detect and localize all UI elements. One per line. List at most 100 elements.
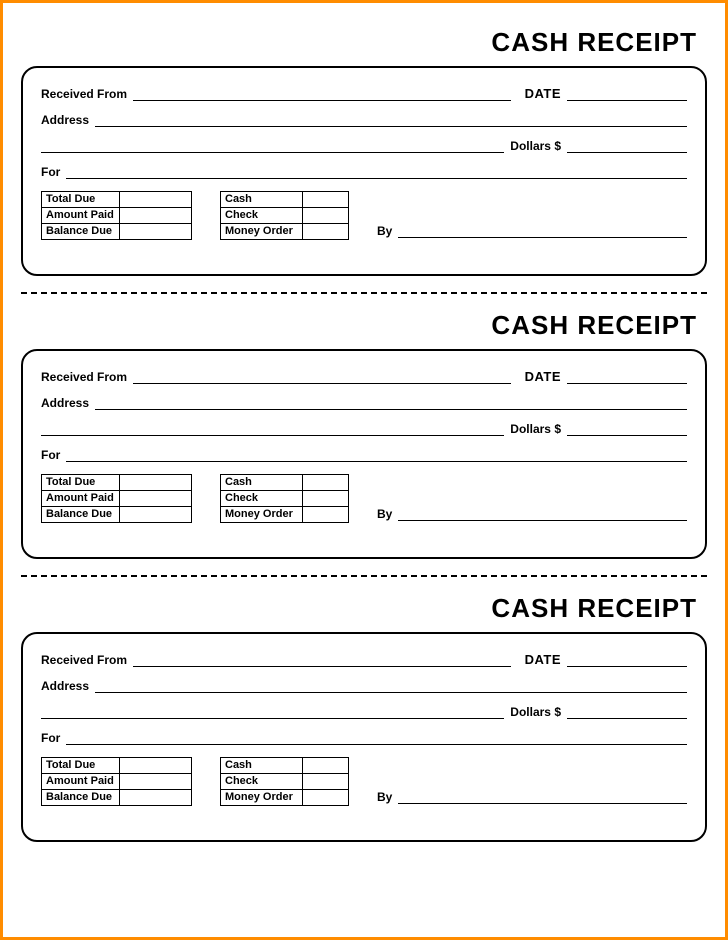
money-order-label: Money Order bbox=[221, 224, 303, 240]
balance-due-label: Balance Due bbox=[42, 224, 120, 240]
cash-label: Cash bbox=[221, 192, 303, 208]
cash-label: Cash bbox=[221, 758, 303, 774]
separator-1 bbox=[21, 292, 707, 294]
row-address: Address bbox=[41, 679, 687, 693]
by-line[interactable] bbox=[398, 224, 687, 238]
receipt-2: CASH RECEIPT Received From DATE Address … bbox=[21, 304, 707, 559]
date-line[interactable] bbox=[567, 370, 687, 384]
total-due-label: Total Due bbox=[42, 475, 120, 491]
receipt-title: CASH RECEIPT bbox=[21, 593, 697, 624]
balance-due-label: Balance Due bbox=[42, 790, 120, 806]
money-order-cell[interactable] bbox=[303, 507, 349, 523]
row-received-date: Received From DATE bbox=[41, 652, 687, 667]
balance-due-cell[interactable] bbox=[120, 224, 192, 240]
payment-table: Cash Check Money Order bbox=[220, 757, 349, 806]
amount-paid-cell[interactable] bbox=[120, 208, 192, 224]
cash-cell[interactable] bbox=[303, 758, 349, 774]
check-cell[interactable] bbox=[303, 208, 349, 224]
money-order-cell[interactable] bbox=[303, 790, 349, 806]
row-for: For bbox=[41, 448, 687, 462]
row-received-date: Received From DATE bbox=[41, 86, 687, 101]
row-dollars: Dollars $ bbox=[41, 139, 687, 153]
for-line[interactable] bbox=[66, 731, 687, 745]
by-label: By bbox=[377, 507, 392, 521]
for-line[interactable] bbox=[66, 165, 687, 179]
row-dollars: Dollars $ bbox=[41, 705, 687, 719]
check-label: Check bbox=[221, 491, 303, 507]
by-label: By bbox=[377, 224, 392, 238]
row-for: For bbox=[41, 165, 687, 179]
amount-words-line[interactable] bbox=[41, 705, 504, 719]
by-line[interactable] bbox=[398, 790, 687, 804]
row-address: Address bbox=[41, 396, 687, 410]
bottom-row: Total Due Amount Paid Balance Due Cash C… bbox=[41, 191, 687, 240]
dollars-line[interactable] bbox=[567, 705, 687, 719]
row-address: Address bbox=[41, 113, 687, 127]
received-from-label: Received From bbox=[41, 653, 127, 667]
amount-paid-cell[interactable] bbox=[120, 491, 192, 507]
row-for: For bbox=[41, 731, 687, 745]
date-label: DATE bbox=[525, 369, 561, 384]
separator-2 bbox=[21, 575, 707, 577]
receipt-1: CASH RECEIPT Received From DATE Address … bbox=[21, 21, 707, 276]
date-line[interactable] bbox=[567, 653, 687, 667]
date-line[interactable] bbox=[567, 87, 687, 101]
cash-label: Cash bbox=[221, 475, 303, 491]
by-label: By bbox=[377, 790, 392, 804]
address-line[interactable] bbox=[95, 396, 687, 410]
dollars-label: Dollars $ bbox=[510, 705, 561, 719]
for-line[interactable] bbox=[66, 448, 687, 462]
for-label: For bbox=[41, 731, 60, 745]
check-cell[interactable] bbox=[303, 774, 349, 790]
amount-words-line[interactable] bbox=[41, 422, 504, 436]
received-from-label: Received From bbox=[41, 370, 127, 384]
amount-paid-cell[interactable] bbox=[120, 774, 192, 790]
cash-cell[interactable] bbox=[303, 192, 349, 208]
total-due-cell[interactable] bbox=[120, 475, 192, 491]
balance-due-label: Balance Due bbox=[42, 507, 120, 523]
by-line[interactable] bbox=[398, 507, 687, 521]
balance-due-cell[interactable] bbox=[120, 790, 192, 806]
row-dollars: Dollars $ bbox=[41, 422, 687, 436]
amount-table: Total Due Amount Paid Balance Due bbox=[41, 474, 192, 523]
dollars-label: Dollars $ bbox=[510, 139, 561, 153]
check-cell[interactable] bbox=[303, 491, 349, 507]
row-received-date: Received From DATE bbox=[41, 369, 687, 384]
money-order-cell[interactable] bbox=[303, 224, 349, 240]
balance-due-cell[interactable] bbox=[120, 507, 192, 523]
bottom-row: Total Due Amount Paid Balance Due Cash C… bbox=[41, 757, 687, 806]
by-wrap: By bbox=[377, 790, 687, 804]
dollars-line[interactable] bbox=[567, 422, 687, 436]
received-from-line[interactable] bbox=[133, 370, 511, 384]
payment-table: Cash Check Money Order bbox=[220, 191, 349, 240]
amount-paid-label: Amount Paid bbox=[42, 774, 120, 790]
bottom-row: Total Due Amount Paid Balance Due Cash C… bbox=[41, 474, 687, 523]
payment-table: Cash Check Money Order bbox=[220, 474, 349, 523]
address-line[interactable] bbox=[95, 113, 687, 127]
address-label: Address bbox=[41, 396, 89, 410]
dollars-line[interactable] bbox=[567, 139, 687, 153]
amount-paid-label: Amount Paid bbox=[42, 491, 120, 507]
receipt-3: CASH RECEIPT Received From DATE Address … bbox=[21, 587, 707, 842]
dollars-label: Dollars $ bbox=[510, 422, 561, 436]
received-from-line[interactable] bbox=[133, 87, 511, 101]
for-label: For bbox=[41, 165, 60, 179]
cash-cell[interactable] bbox=[303, 475, 349, 491]
by-wrap: By bbox=[377, 507, 687, 521]
receipt-box: Received From DATE Address Dollars $ For… bbox=[21, 349, 707, 559]
amount-table: Total Due Amount Paid Balance Due bbox=[41, 757, 192, 806]
address-line[interactable] bbox=[95, 679, 687, 693]
total-due-cell[interactable] bbox=[120, 758, 192, 774]
receipt-box: Received From DATE Address Dollars $ For… bbox=[21, 66, 707, 276]
received-from-line[interactable] bbox=[133, 653, 511, 667]
receipt-title: CASH RECEIPT bbox=[21, 310, 697, 341]
date-label: DATE bbox=[525, 652, 561, 667]
amount-words-line[interactable] bbox=[41, 139, 504, 153]
for-label: For bbox=[41, 448, 60, 462]
address-label: Address bbox=[41, 679, 89, 693]
date-label: DATE bbox=[525, 86, 561, 101]
by-wrap: By bbox=[377, 224, 687, 238]
receipt-title: CASH RECEIPT bbox=[21, 27, 697, 58]
total-due-cell[interactable] bbox=[120, 192, 192, 208]
money-order-label: Money Order bbox=[221, 790, 303, 806]
